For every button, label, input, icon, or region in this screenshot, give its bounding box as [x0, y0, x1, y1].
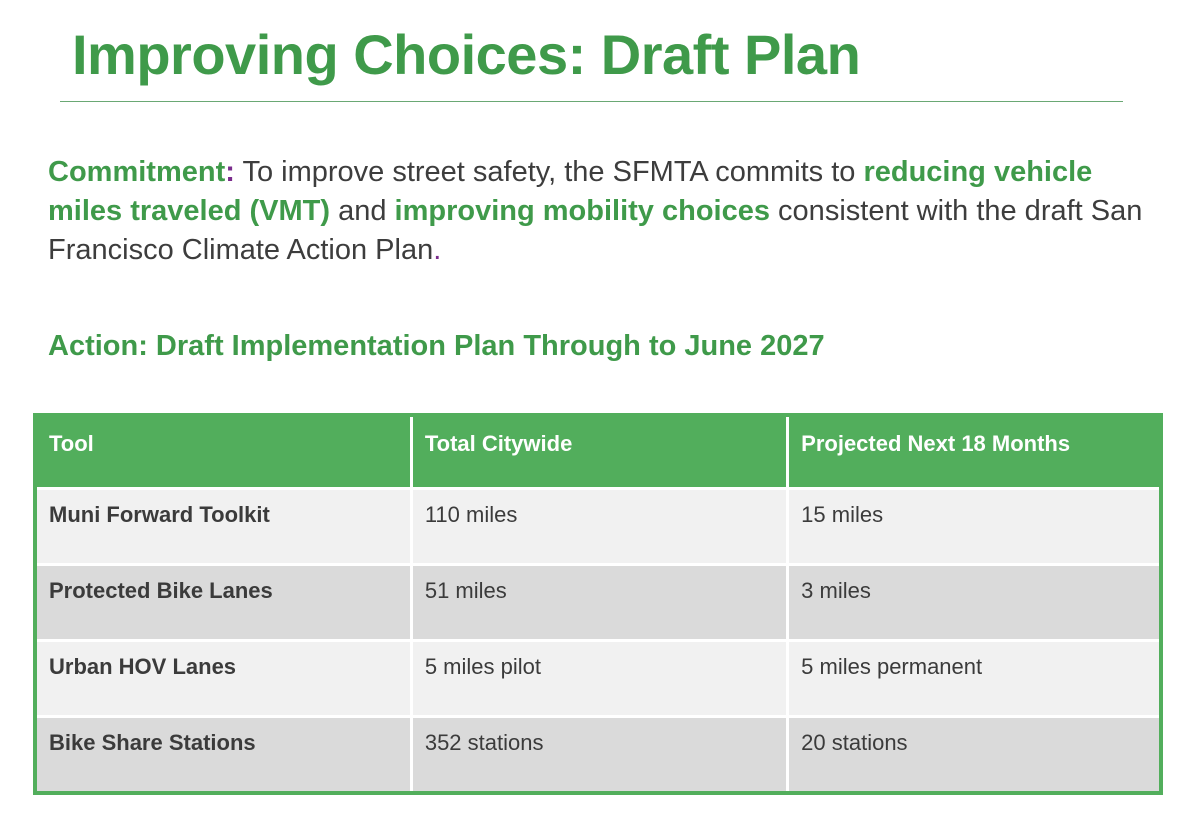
table-row: Bike Share Stations 352 stations 20 stat…: [35, 715, 1161, 793]
header-total-citywide: Total Citywide: [409, 415, 788, 489]
cell-projected: 3 miles: [786, 563, 1161, 641]
implementation-table: Tool Total Citywide Projected Next 18 Mo…: [33, 413, 1163, 795]
commitment-paragraph: Commitment: To improve street safety, th…: [48, 153, 1148, 270]
commitment-text-2: and: [330, 195, 395, 227]
title-divider: [60, 101, 1123, 102]
cell-total: 352 stations: [409, 715, 788, 793]
header-projected-next-18-months: Projected Next 18 Months: [786, 415, 1161, 489]
cell-projected: 15 miles: [786, 487, 1161, 565]
page-title: Improving Choices: Draft Plan: [72, 23, 861, 86]
table-row: Urban HOV Lanes 5 miles pilot 5 miles pe…: [35, 639, 1161, 717]
commitment-label: Commitment: [48, 156, 226, 188]
cell-tool: Urban HOV Lanes: [35, 639, 412, 717]
cell-projected: 20 stations: [786, 715, 1161, 793]
header-tool: Tool: [35, 415, 412, 489]
commitment-text-3: consistent with the draft San Francisco …: [48, 195, 1143, 266]
commitment-text-1: To improve street safety, the SFMTA comm…: [234, 156, 864, 188]
cell-tool: Muni Forward Toolkit: [35, 487, 412, 565]
table-row: Muni Forward Toolkit 110 miles 15 miles: [35, 487, 1161, 565]
cell-projected: 5 miles permanent: [786, 639, 1161, 717]
commitment-period: .: [433, 234, 442, 266]
cell-total: 110 miles: [409, 487, 788, 565]
cell-total: 5 miles pilot: [409, 639, 788, 717]
cell-total: 51 miles: [409, 563, 788, 641]
table-row: Protected Bike Lanes 51 miles 3 miles: [35, 563, 1161, 641]
commitment-highlight-vmt: reducing vehicle miles traveled (VMT): [48, 156, 1093, 227]
commitment-highlight-mobility: improving mobility choices: [394, 195, 770, 227]
cell-tool: Bike Share Stations: [35, 715, 412, 793]
table-header-row: Tool Total Citywide Projected Next 18 Mo…: [35, 415, 1161, 489]
action-heading: Action: Draft Implementation Plan Throug…: [48, 330, 825, 362]
commitment-colon: :: [225, 156, 235, 188]
cell-tool: Protected Bike Lanes: [35, 563, 412, 641]
